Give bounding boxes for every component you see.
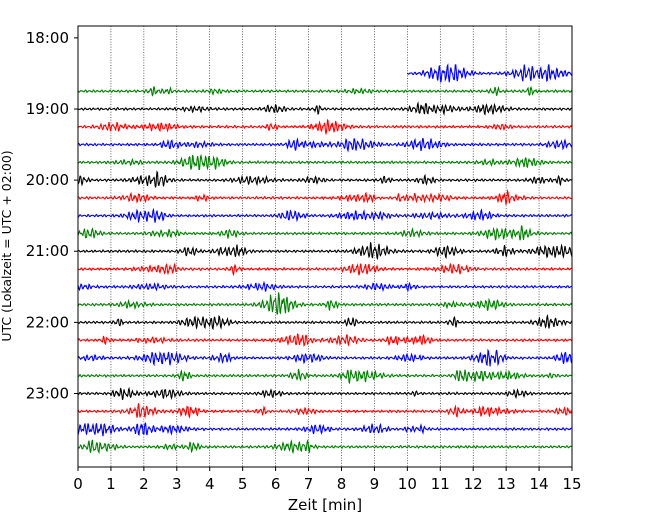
y-tick-label: 20:00 bbox=[26, 171, 69, 189]
x-tick-label: 14 bbox=[530, 475, 549, 493]
x-tick-label: 8 bbox=[337, 475, 347, 493]
trace-row-12 bbox=[77, 280, 573, 293]
x-tick-label: 12 bbox=[464, 475, 483, 493]
y-axis-label: UTC (Lokalzeit = UTC + 02:00) bbox=[0, 150, 14, 341]
y-axis-ticks: 18:00 19:00 20:00 21:00 22:00 23:00 bbox=[26, 29, 78, 403]
trace-row-17 bbox=[77, 368, 573, 385]
x-tick-label: 6 bbox=[271, 475, 281, 493]
trace-row-16 bbox=[77, 348, 573, 367]
trace-row-15 bbox=[77, 333, 573, 347]
trace-row-20 bbox=[77, 422, 573, 437]
trace-row-13 bbox=[77, 292, 573, 315]
trace-row-6 bbox=[77, 170, 573, 188]
trace-row-4 bbox=[77, 137, 573, 153]
x-tick-label: 4 bbox=[205, 475, 215, 493]
trace-row-0 bbox=[406, 63, 573, 83]
y-tick-label: 23:00 bbox=[26, 385, 69, 403]
seismic-traces bbox=[77, 63, 573, 455]
y-tick-label: 21:00 bbox=[26, 242, 69, 260]
x-tick-label: 15 bbox=[562, 475, 581, 493]
trace-row-14 bbox=[77, 313, 573, 331]
x-tick-label: 3 bbox=[172, 475, 182, 493]
x-tick-label: 11 bbox=[431, 475, 450, 493]
trace-row-19 bbox=[77, 403, 573, 419]
x-tick-label: 0 bbox=[73, 475, 83, 493]
trace-row-7 bbox=[77, 188, 573, 205]
trace-row-11 bbox=[77, 262, 573, 277]
y-tick-label: 18:00 bbox=[26, 29, 69, 47]
x-tick-label: 13 bbox=[497, 475, 516, 493]
trace-row-10 bbox=[77, 242, 573, 261]
trace-row-2 bbox=[77, 101, 573, 117]
trace-row-1 bbox=[77, 85, 573, 97]
y-tick-label: 19:00 bbox=[26, 100, 69, 118]
trace-row-9 bbox=[77, 225, 573, 241]
plot-frame bbox=[77, 25, 573, 468]
x-axis-label: Zeit [min] bbox=[288, 496, 362, 514]
trace-row-8 bbox=[77, 207, 573, 224]
trace-row-3 bbox=[77, 118, 573, 136]
x-tick-label: 1 bbox=[106, 475, 116, 493]
x-tick-label: 2 bbox=[139, 475, 149, 493]
x-tick-label: 9 bbox=[370, 475, 380, 493]
trace-row-21 bbox=[77, 439, 573, 455]
trace-row-5 bbox=[77, 153, 573, 171]
x-tick-label: 7 bbox=[304, 475, 314, 493]
trace-row-18 bbox=[77, 386, 573, 401]
x-tick-label: 5 bbox=[238, 475, 248, 493]
y-tick-label: 22:00 bbox=[26, 313, 69, 331]
x-axis-ticks: 0 1 2 3 4 5 6 7 8 9 10 11 12 13 14 15 bbox=[73, 467, 582, 493]
x-tick-label: 10 bbox=[398, 475, 417, 493]
